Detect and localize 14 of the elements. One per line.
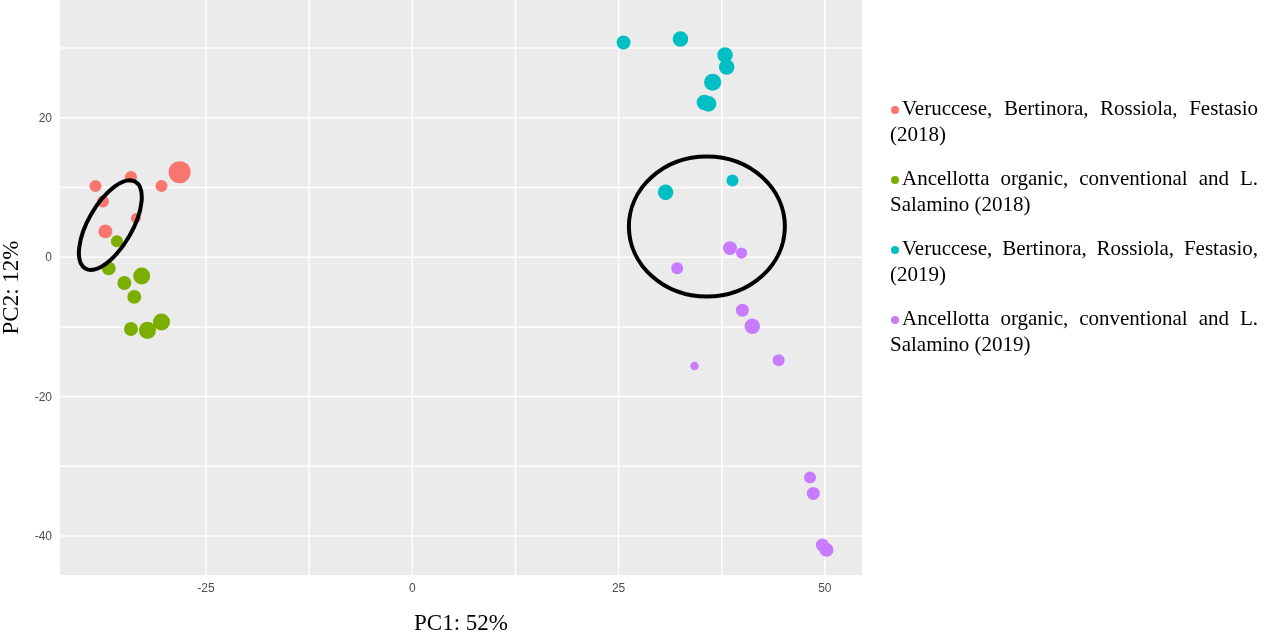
- y-tick-label: 0: [45, 250, 53, 265]
- y-tick-label: -40: [34, 529, 53, 544]
- y-tick-label: -20: [34, 389, 53, 404]
- x-tick-label: 25: [611, 580, 626, 595]
- x-tick-label: -25: [197, 580, 216, 595]
- legend-label: Veruccese, Bertinora, Rossiola, Festasio (2018): [890, 96, 1258, 146]
- y-tick-label: 20: [38, 111, 53, 126]
- legend-label: Ancellotta organic, conventional and L. Salamino (2019): [890, 306, 1258, 356]
- legend-label: Ancellotta organic, conventional and L. Salamino (2018): [890, 166, 1258, 216]
- x-tick-label: 50: [818, 580, 832, 595]
- x-axis-title: PC1: 52%: [414, 610, 508, 635]
- x-tick-label: 0: [408, 580, 416, 595]
- legend-label: Veruccese, Bertinora, Rossiola, Festasio, (2019): [890, 236, 1258, 286]
- y-axis-title: PC2: 12%: [0, 240, 24, 335]
